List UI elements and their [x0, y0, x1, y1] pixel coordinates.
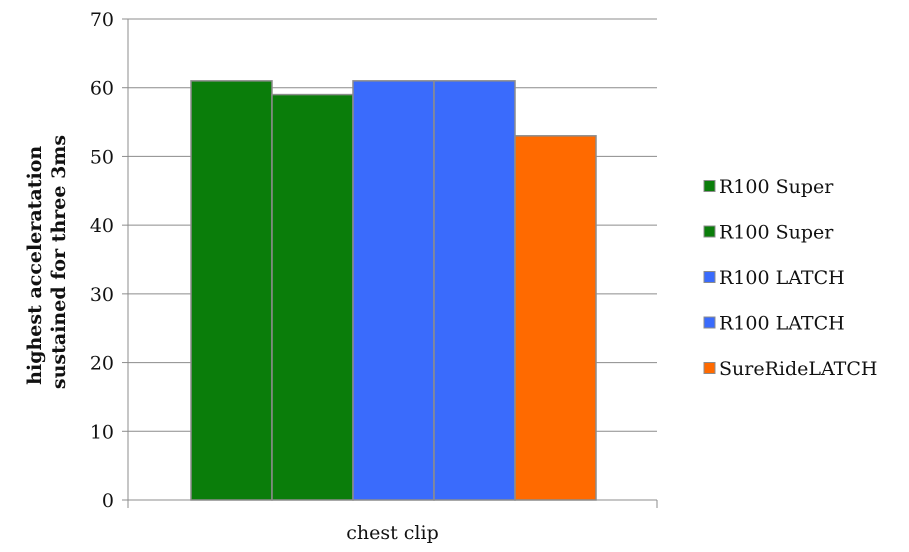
y-tick-label: 70	[90, 9, 114, 31]
y-axis-title-line-1: highest acceleratation	[24, 146, 46, 385]
legend-swatch	[703, 316, 716, 329]
legend: R100 Super R100 Super R100 LATCH R100 LATCH…	[703, 176, 877, 380]
y-tick-label: 40	[90, 215, 114, 237]
legend-label: R100 LATCH	[719, 267, 845, 289]
y-tick-labels: 0 10 20 30 40 50 60 70	[90, 9, 128, 512]
legend-swatch	[703, 362, 716, 374]
legend-label: R100 Super	[719, 222, 834, 244]
y-tick-label: 10	[90, 421, 114, 443]
y-tick-label: 60	[90, 78, 114, 100]
y-tick-label: 0	[102, 490, 114, 512]
y-axis-title: highest acceleratation sustained for thr…	[24, 135, 70, 389]
y-tick-label: 50	[90, 146, 114, 168]
legend-swatch	[703, 271, 716, 283]
legend-swatch	[703, 180, 716, 192]
bar	[433, 80, 516, 501]
x-category-label: chest clip	[346, 522, 439, 544]
bar	[352, 80, 435, 501]
legend-swatch	[703, 225, 716, 238]
legend-label: R100 LATCH	[719, 313, 845, 335]
y-axis-title-line-2: sustained for three 3ms	[48, 135, 70, 389]
axes	[127, 19, 658, 508]
bar	[271, 93, 354, 501]
legend-label: R100 Super	[719, 176, 834, 198]
legend-label: SureRideLATCH	[719, 358, 877, 380]
y-tick-label: 30	[90, 284, 114, 306]
y-tick-label: 20	[90, 353, 114, 375]
bar	[514, 135, 597, 501]
bar	[190, 80, 273, 501]
bars	[190, 80, 597, 501]
